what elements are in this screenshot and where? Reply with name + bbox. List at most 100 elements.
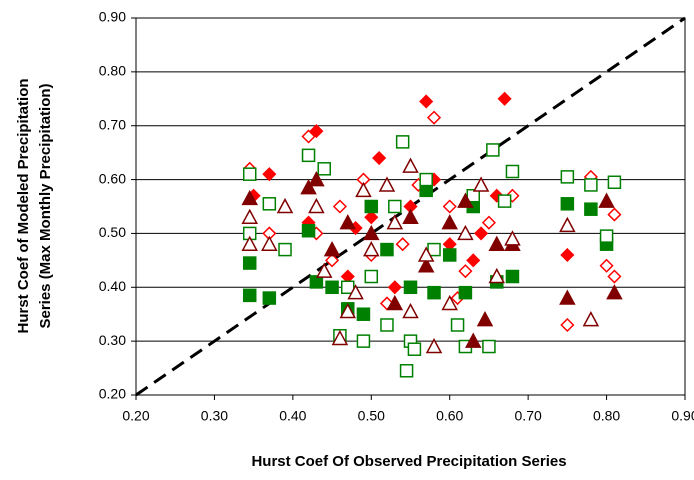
point (464, 332, 482, 348)
x-axis-title: Hurst Coef Of Observed Precipitation Ser… (251, 453, 566, 470)
point (356, 307, 371, 321)
y-tick-label: 0.70 (99, 116, 126, 132)
point (425, 337, 443, 354)
point (442, 248, 457, 262)
point (472, 176, 490, 192)
point (364, 199, 379, 214)
y-tick-label: 0.40 (99, 278, 126, 294)
point (331, 329, 349, 346)
point (308, 197, 325, 214)
point (309, 275, 324, 289)
point (363, 224, 380, 241)
point (481, 215, 496, 230)
x-tick-label: 0.30 (201, 408, 228, 424)
point (582, 311, 600, 327)
point (402, 208, 419, 225)
point (505, 164, 520, 179)
y-tick-label: 0.30 (99, 332, 126, 348)
point (380, 318, 394, 332)
x-tick-label: 0.90 (671, 408, 694, 424)
point (505, 269, 520, 284)
point (458, 264, 473, 279)
point (339, 302, 357, 319)
point (466, 253, 481, 268)
point (417, 257, 435, 273)
point (497, 194, 512, 208)
point (560, 247, 575, 263)
point (560, 197, 575, 211)
y-axis-title: Series (Max Monthly Precipitation) (37, 83, 54, 328)
point (559, 216, 576, 233)
x-tick-label: 0.80 (593, 408, 620, 424)
point (241, 189, 258, 206)
point (388, 199, 402, 214)
point (442, 199, 457, 214)
point (403, 280, 418, 295)
point (378, 176, 396, 192)
point (386, 214, 404, 230)
point (309, 124, 324, 139)
point (599, 258, 614, 273)
x-tick-label: 0.70 (515, 408, 542, 424)
point (607, 207, 622, 222)
point (599, 229, 614, 243)
point (607, 269, 622, 284)
point (372, 150, 387, 166)
point (466, 188, 480, 203)
point (262, 167, 277, 182)
point (474, 226, 489, 241)
point (419, 94, 434, 109)
point (598, 192, 615, 208)
point (347, 284, 364, 300)
point (606, 284, 623, 300)
point (584, 202, 598, 216)
point (450, 318, 465, 332)
point (325, 280, 339, 295)
x-tick-label: 0.60 (436, 408, 463, 424)
point (276, 197, 294, 214)
point (317, 162, 331, 176)
point (504, 230, 521, 246)
point (339, 214, 357, 230)
point (300, 179, 317, 195)
point (476, 311, 494, 327)
point (497, 91, 512, 106)
point (262, 197, 277, 211)
point (332, 199, 347, 214)
point (402, 302, 419, 319)
point (560, 170, 575, 184)
point (363, 241, 380, 257)
y-tick-label: 0.20 (99, 386, 126, 402)
point (441, 214, 458, 230)
x-tick-label: 0.50 (358, 408, 385, 424)
point (584, 178, 598, 192)
point (364, 210, 379, 225)
point (261, 235, 278, 251)
y-tick-label: 0.50 (99, 224, 126, 240)
point (242, 256, 257, 270)
point (386, 294, 404, 311)
point (301, 223, 316, 238)
point (301, 129, 316, 144)
point (402, 157, 419, 173)
y-tick-label: 0.90 (99, 9, 126, 25)
point (607, 175, 622, 190)
y-tick-label: 0.60 (99, 170, 126, 186)
point (356, 334, 371, 348)
point (341, 280, 355, 295)
point (242, 167, 257, 181)
point (457, 192, 474, 208)
point (364, 269, 379, 284)
point (399, 364, 414, 378)
point (427, 242, 441, 257)
y-axis-title: Hurst Coef of Modeled Precipitation (15, 78, 32, 333)
point (380, 242, 394, 257)
point (395, 135, 410, 149)
point (315, 262, 333, 278)
point (427, 285, 441, 300)
point (241, 208, 258, 225)
point (488, 267, 506, 284)
point (488, 235, 506, 251)
